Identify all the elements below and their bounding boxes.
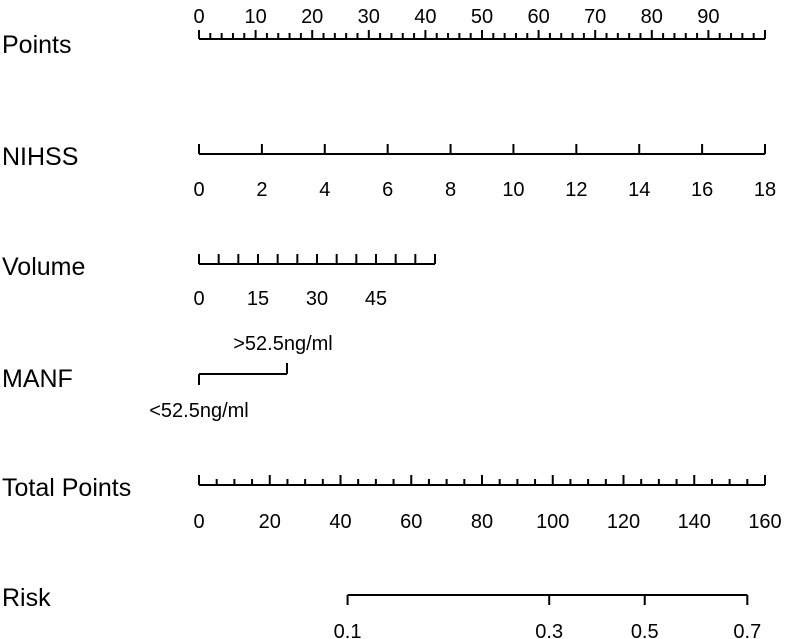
tick-label: 0: [193, 511, 204, 533]
tick-label: 80: [471, 511, 493, 533]
tick-label: 10: [502, 179, 524, 201]
tick-label: 160: [748, 511, 781, 533]
tick-label: 40: [329, 511, 351, 533]
row-label-nihss: NIHSS: [2, 143, 78, 171]
tick-label: 90: [697, 6, 719, 28]
tick-label: 60: [527, 6, 549, 28]
tick-label: 0.5: [631, 621, 659, 639]
tick-label: 20: [301, 6, 323, 28]
tick-label: 0.1: [334, 621, 362, 639]
tick-label-low: <52.5ng/ml: [149, 400, 249, 422]
tick-label: 50: [471, 6, 493, 28]
tick-label: 140: [678, 511, 711, 533]
tick-label: 100: [536, 511, 569, 533]
tick-label: 6: [382, 179, 393, 201]
tick-label: 16: [691, 179, 713, 201]
tick-label: 2: [256, 179, 267, 201]
tick-label: 0: [193, 6, 204, 28]
tick-label: 60: [400, 511, 422, 533]
tick-label: 70: [584, 6, 606, 28]
tick-label: 12: [565, 179, 587, 201]
row-label-manf: MANF: [2, 365, 73, 393]
tick-label: 30: [358, 6, 380, 28]
tick-label: 0.3: [535, 621, 563, 639]
tick-label: 45: [365, 288, 387, 310]
tick-label: 4: [319, 179, 330, 201]
tick-label: 0: [193, 179, 204, 201]
tick-label: 80: [641, 6, 663, 28]
tick-label: 8: [445, 179, 456, 201]
tick-label: 0: [193, 288, 204, 310]
tick-label: 14: [628, 179, 650, 201]
tick-label: 30: [306, 288, 328, 310]
tick-label: 18: [754, 179, 776, 201]
tick-label: 40: [414, 6, 436, 28]
row-label-risk: Risk: [2, 584, 51, 612]
tick-label-high: >52.5ng/ml: [233, 333, 333, 355]
tick-label: 10: [244, 6, 266, 28]
tick-label: 15: [247, 288, 269, 310]
tick-label: 120: [607, 511, 640, 533]
row-label-points: Points: [2, 31, 71, 59]
tick-label: 20: [259, 511, 281, 533]
row-label-total-points: Total Points: [2, 474, 131, 502]
row-label-volume: Volume: [2, 253, 85, 281]
tick-label: 0.7: [733, 621, 761, 639]
